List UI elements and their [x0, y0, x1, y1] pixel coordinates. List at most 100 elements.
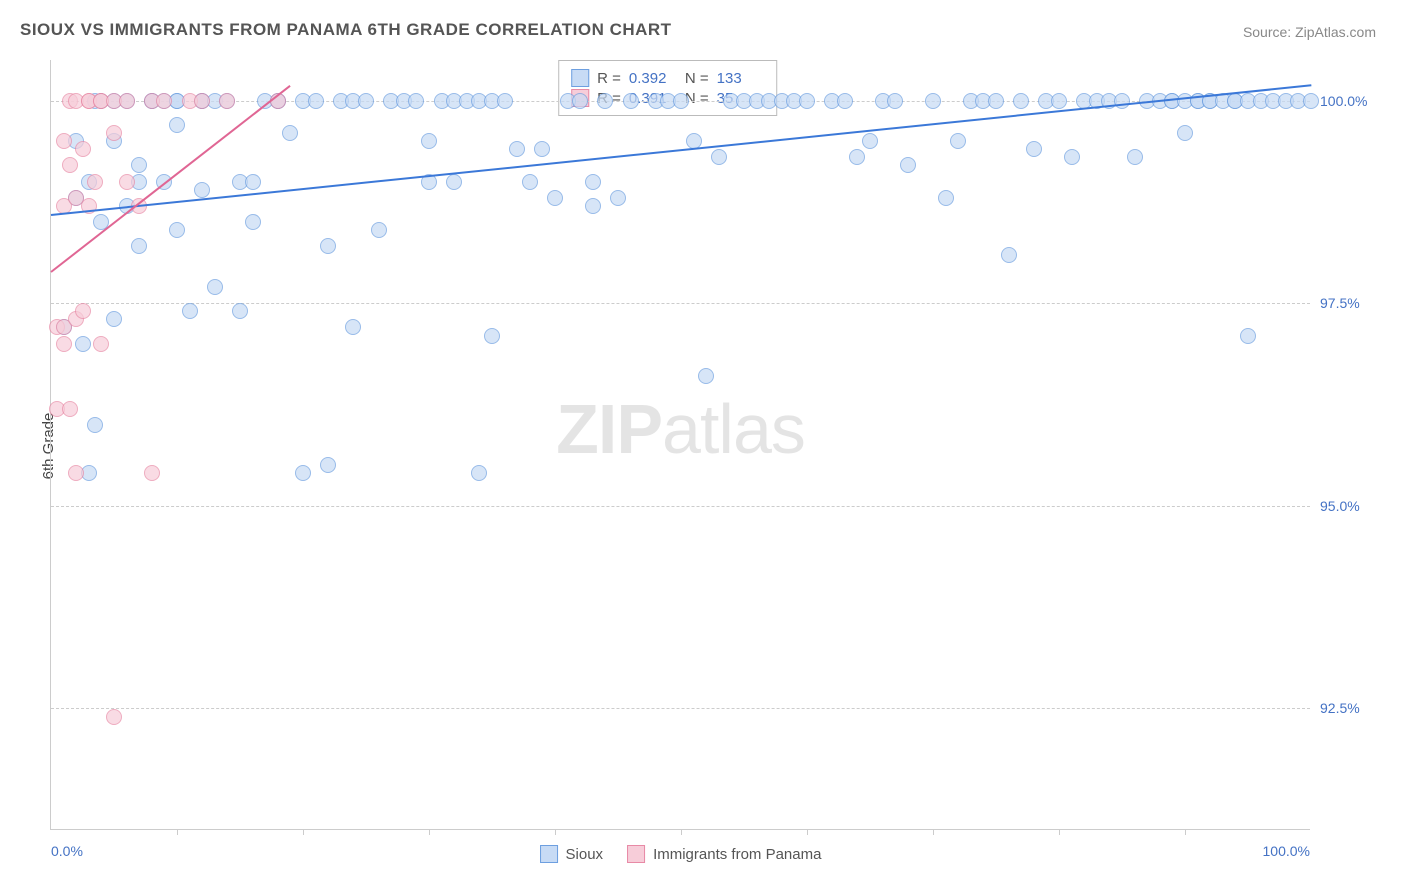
- data-point-series-0: [358, 93, 374, 109]
- data-point-series-0: [1026, 141, 1042, 157]
- r-label: R =: [597, 70, 621, 87]
- gridline: [51, 708, 1310, 709]
- data-point-series-0: [509, 141, 525, 157]
- data-point-series-0: [572, 93, 588, 109]
- data-point-series-0: [938, 190, 954, 206]
- x-tick-mark: [681, 829, 682, 835]
- data-point-series-0: [1303, 93, 1319, 109]
- data-point-series-0: [925, 93, 941, 109]
- x-tick-mark: [303, 829, 304, 835]
- data-point-series-0: [1013, 93, 1029, 109]
- data-point-series-0: [610, 190, 626, 206]
- data-point-series-0: [1001, 247, 1017, 263]
- n-label: N =: [685, 70, 709, 87]
- watermark-rest: atlas: [662, 390, 805, 468]
- data-point-series-1: [119, 174, 135, 190]
- y-tick-label: 95.0%: [1320, 498, 1380, 514]
- chart-title: SIOUX VS IMMIGRANTS FROM PANAMA 6TH GRAD…: [20, 20, 672, 40]
- data-point-series-0: [1051, 93, 1067, 109]
- x-tick-mark: [555, 829, 556, 835]
- data-point-series-0: [1064, 149, 1080, 165]
- data-point-series-0: [106, 311, 122, 327]
- data-point-series-0: [799, 93, 815, 109]
- data-point-series-1: [56, 133, 72, 149]
- legend-label-0: Sioux: [566, 846, 604, 863]
- data-point-series-0: [597, 93, 613, 109]
- data-point-series-1: [106, 709, 122, 725]
- data-point-series-0: [131, 238, 147, 254]
- data-point-series-0: [673, 93, 689, 109]
- data-point-series-0: [711, 149, 727, 165]
- data-point-series-0: [988, 93, 1004, 109]
- data-point-series-0: [320, 457, 336, 473]
- x-tick-mark: [933, 829, 934, 835]
- source-name: ZipAtlas.com: [1295, 24, 1376, 40]
- data-point-series-0: [371, 222, 387, 238]
- data-point-series-0: [585, 174, 601, 190]
- data-point-series-0: [308, 93, 324, 109]
- data-point-series-0: [497, 93, 513, 109]
- gridline: [51, 506, 1310, 507]
- data-point-series-0: [471, 465, 487, 481]
- data-point-series-0: [169, 222, 185, 238]
- data-point-series-0: [421, 133, 437, 149]
- data-point-series-0: [837, 93, 853, 109]
- data-point-series-1: [56, 336, 72, 352]
- data-point-series-1: [75, 303, 91, 319]
- data-point-series-0: [950, 133, 966, 149]
- x-tick-mark: [177, 829, 178, 835]
- series-legend: Sioux Immigrants from Panama: [540, 845, 822, 863]
- data-point-series-0: [849, 149, 865, 165]
- source-attribution: Source: ZipAtlas.com: [1243, 24, 1376, 40]
- data-point-series-0: [245, 214, 261, 230]
- data-point-series-1: [62, 157, 78, 173]
- data-point-series-0: [182, 303, 198, 319]
- data-point-series-1: [144, 465, 160, 481]
- data-point-series-0: [87, 417, 103, 433]
- data-point-series-1: [75, 141, 91, 157]
- data-point-series-0: [522, 174, 538, 190]
- data-point-series-1: [119, 93, 135, 109]
- y-tick-label: 100.0%: [1320, 93, 1380, 109]
- swatch-icon: [540, 845, 558, 863]
- data-point-series-0: [207, 279, 223, 295]
- data-point-series-0: [1240, 328, 1256, 344]
- data-point-series-0: [194, 182, 210, 198]
- data-point-series-0: [320, 238, 336, 254]
- data-point-series-0: [345, 319, 361, 335]
- legend-label-1: Immigrants from Panama: [653, 846, 821, 863]
- data-point-series-1: [87, 174, 103, 190]
- data-point-series-1: [194, 93, 210, 109]
- data-point-series-0: [484, 328, 500, 344]
- legend-item-0: Sioux: [540, 845, 604, 863]
- x-max-label: 100.0%: [1263, 843, 1310, 859]
- x-tick-mark: [429, 829, 430, 835]
- data-point-series-0: [534, 141, 550, 157]
- data-point-series-0: [295, 465, 311, 481]
- data-point-series-0: [623, 93, 639, 109]
- data-point-series-1: [106, 125, 122, 141]
- data-point-series-0: [698, 368, 714, 384]
- y-tick-label: 97.5%: [1320, 295, 1380, 311]
- data-point-series-0: [547, 190, 563, 206]
- data-point-series-0: [408, 93, 424, 109]
- swatch-icon: [627, 845, 645, 863]
- legend-item-1: Immigrants from Panama: [627, 845, 821, 863]
- watermark: ZIPatlas: [556, 389, 805, 469]
- data-point-series-1: [156, 93, 172, 109]
- data-point-series-1: [219, 93, 235, 109]
- r-value-0: 0.392: [629, 70, 677, 87]
- data-point-series-0: [75, 336, 91, 352]
- data-point-series-0: [862, 133, 878, 149]
- legend-row-series-0: R = 0.392 N = 133: [571, 69, 765, 87]
- data-point-series-0: [585, 198, 601, 214]
- data-point-series-1: [68, 465, 84, 481]
- x-tick-mark: [807, 829, 808, 835]
- swatch-series-0: [571, 69, 589, 87]
- data-point-series-0: [446, 174, 462, 190]
- data-point-series-0: [887, 93, 903, 109]
- x-tick-mark: [1059, 829, 1060, 835]
- data-point-series-0: [1177, 125, 1193, 141]
- data-point-series-0: [169, 117, 185, 133]
- data-point-series-0: [245, 174, 261, 190]
